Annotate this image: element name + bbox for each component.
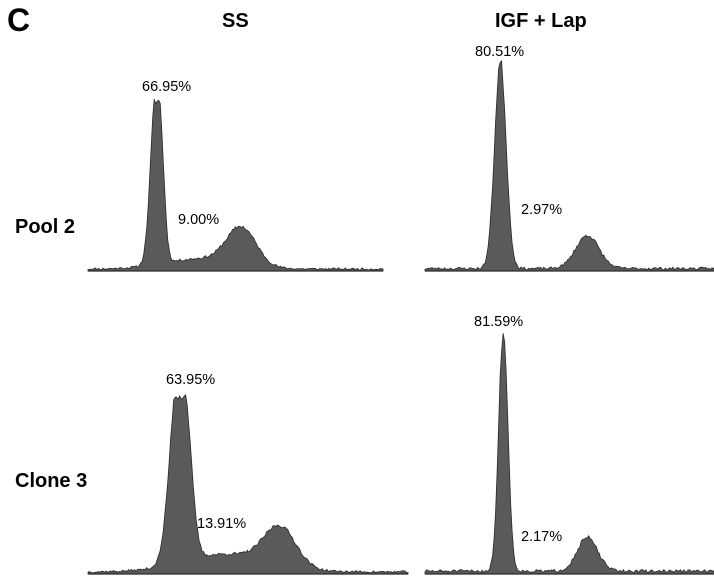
histogram-pool2-igf-lap (424, 59, 714, 274)
histogram-svg (87, 99, 384, 272)
g1-percent-label: 80.51% (475, 44, 525, 60)
row-label-clone-3: Clone 3 (15, 470, 88, 492)
histogram-area (87, 99, 384, 272)
g2m-percent-label: 2.17% (521, 529, 563, 545)
g1-percent-label: 63.95% (166, 372, 216, 388)
g1-percent-label: 66.95% (142, 79, 192, 95)
g2m-percent-label: 9.00% (178, 212, 220, 228)
histogram-clone3-igf-lap (424, 330, 714, 577)
g2m-percent-label: 2.97% (521, 202, 563, 218)
column-header-igf-lap: IGF + Lap (495, 10, 587, 32)
histogram-area (87, 394, 409, 575)
column-header-ss: SS (222, 10, 249, 32)
row-label-pool-2: Pool 2 (15, 216, 76, 238)
histogram-area (424, 59, 714, 272)
g1-percent-label: 81.59% (474, 314, 524, 330)
g2m-percent-label: 13.91% (197, 516, 247, 532)
histogram-svg (424, 333, 714, 575)
histogram-clone3-ss (87, 393, 409, 577)
panel-letter: C (7, 2, 31, 38)
histogram-area (424, 333, 714, 575)
histogram-svg (424, 59, 714, 272)
histogram-pool2-ss (87, 98, 384, 274)
histogram-svg (87, 394, 409, 575)
